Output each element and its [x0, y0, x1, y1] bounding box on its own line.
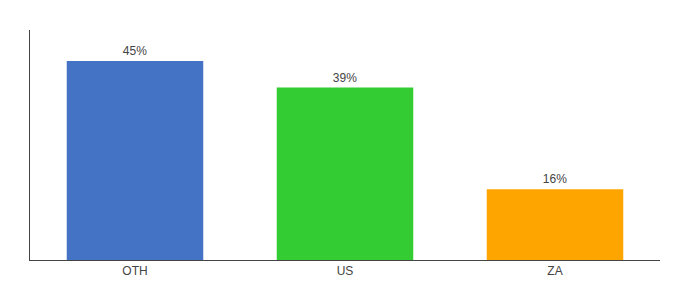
svg-text:39%: 39%	[333, 71, 357, 85]
svg-text:OTH: OTH	[122, 264, 147, 278]
svg-text:45%: 45%	[123, 44, 147, 58]
svg-text:ZA: ZA	[547, 264, 562, 278]
svg-text:US: US	[337, 264, 354, 278]
svg-text:16%: 16%	[543, 172, 567, 186]
